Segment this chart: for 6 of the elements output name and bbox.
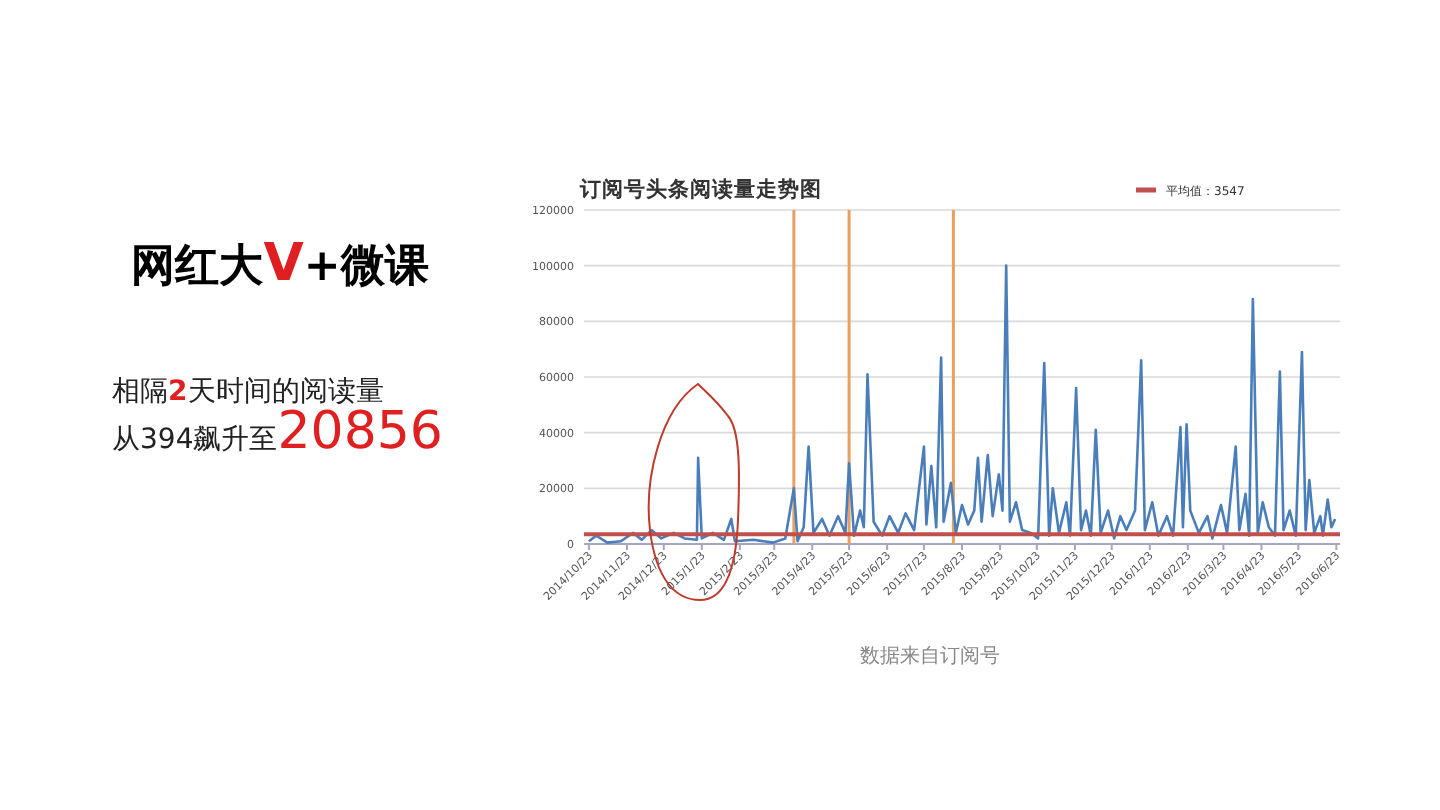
text: 数据来自订阅号 (860, 644, 1000, 668)
line-series (587, 264, 1337, 544)
text: 网红大V+微课 (131, 234, 429, 294)
chart-title: 订阅号头条阅读量走势图 (578, 176, 822, 202)
text: 相隔2天时间的阅读量 (112, 376, 384, 408)
text: 从394飙升至20856 (112, 402, 443, 462)
